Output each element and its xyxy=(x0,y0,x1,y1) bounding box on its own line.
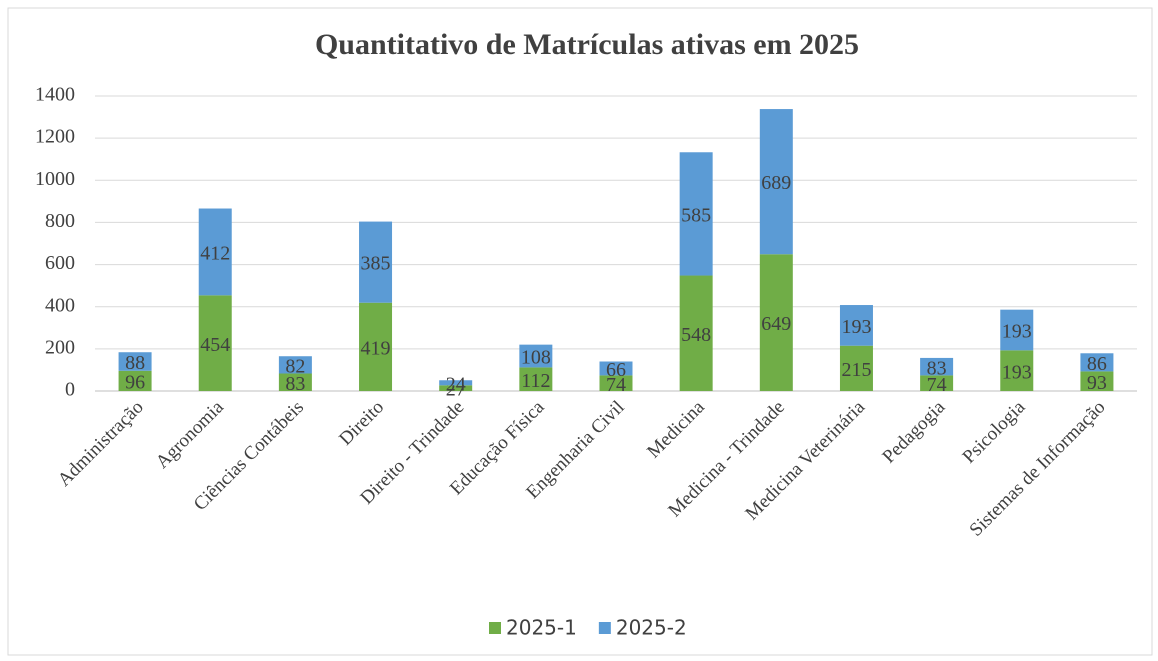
data-label: 83 xyxy=(927,357,947,379)
bar-segment xyxy=(278,373,312,391)
bar-segment xyxy=(1080,353,1114,372)
y-tick-label: 600 xyxy=(45,252,75,274)
bar-segment xyxy=(118,370,152,391)
bar-segment xyxy=(198,208,232,296)
data-label: 86 xyxy=(1087,353,1107,375)
data-label: 93 xyxy=(1087,372,1107,394)
y-tick-label: 400 xyxy=(45,294,75,316)
legend-swatch xyxy=(489,622,501,634)
bar-segment xyxy=(1080,371,1114,391)
bar-segment xyxy=(759,109,793,255)
bar-segment xyxy=(519,367,553,391)
legend-label: 2025-2 xyxy=(616,616,687,640)
bar-segment xyxy=(759,254,793,391)
bar-segment xyxy=(118,352,152,371)
data-label: 24 xyxy=(446,373,466,395)
data-label: 112 xyxy=(521,370,550,392)
chart-title: Quantitativo de Matrículas ativas em 202… xyxy=(315,28,859,61)
chart-border xyxy=(7,7,1153,656)
bar-segment xyxy=(839,305,873,346)
data-label: 74 xyxy=(606,374,626,396)
legend-label: 2025-1 xyxy=(506,616,577,640)
y-tick-label: 0 xyxy=(65,379,75,401)
bar-segment xyxy=(679,275,713,391)
bar-segment xyxy=(1000,350,1034,391)
data-label: 108 xyxy=(521,347,551,369)
data-label: 689 xyxy=(761,172,791,194)
data-label: 66 xyxy=(606,359,626,381)
bar-segment xyxy=(839,345,873,391)
bar-segment xyxy=(920,357,954,376)
data-label: 649 xyxy=(761,313,791,335)
bar-segment xyxy=(599,361,633,376)
y-tick-label: 1200 xyxy=(35,126,75,148)
y-tick-label: 200 xyxy=(45,336,75,358)
data-label: 96 xyxy=(125,371,145,393)
data-label: 193 xyxy=(841,316,871,338)
bar-segment xyxy=(359,302,393,391)
data-label: 385 xyxy=(361,253,391,275)
data-label: 193 xyxy=(1002,361,1032,383)
data-label: 83 xyxy=(285,373,305,395)
legend-swatch xyxy=(598,622,611,634)
bar-segment xyxy=(599,375,633,391)
bar-segment xyxy=(439,380,473,386)
y-tick-label: 1000 xyxy=(35,168,75,190)
bar-segment xyxy=(1000,309,1034,351)
bar-segment xyxy=(278,356,312,374)
data-label: 419 xyxy=(361,337,391,359)
data-label: 193 xyxy=(1002,321,1032,343)
data-label: 548 xyxy=(681,324,711,346)
bar-segment xyxy=(920,375,954,391)
data-label: 412 xyxy=(200,243,230,265)
y-tick-label: 1400 xyxy=(35,84,75,106)
data-label: 82 xyxy=(285,355,305,377)
bar-segment xyxy=(439,385,473,391)
bar-segment xyxy=(519,344,553,368)
data-label: 74 xyxy=(927,374,947,396)
y-tick-label: 800 xyxy=(45,210,75,232)
bar-segment xyxy=(359,221,393,303)
bar-segment xyxy=(198,295,232,391)
data-label: 585 xyxy=(681,204,711,226)
data-label: 88 xyxy=(125,352,145,374)
bar-segment xyxy=(679,152,713,276)
data-label: 454 xyxy=(200,334,230,356)
data-label: 215 xyxy=(841,359,871,381)
